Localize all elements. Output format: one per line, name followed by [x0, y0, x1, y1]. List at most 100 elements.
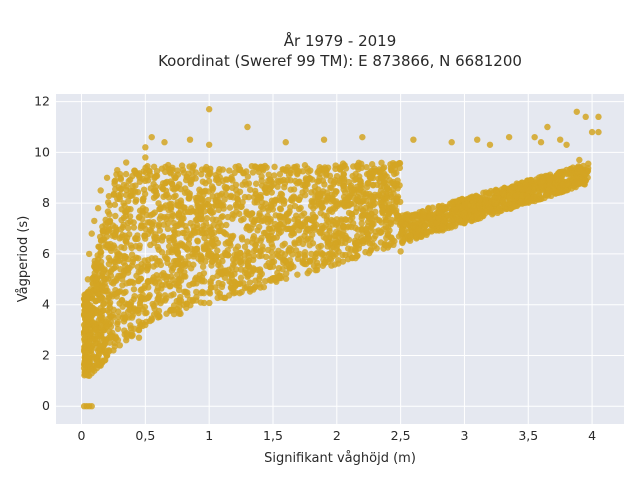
scatter-point: [82, 326, 89, 334]
scatter-point: [260, 217, 267, 224]
scatter-point: [446, 223, 454, 230]
scatter-point: [123, 159, 130, 166]
scatter-point: [117, 174, 124, 182]
scatter-point: [359, 238, 366, 245]
scatter-point: [219, 257, 226, 265]
scatter-point: [369, 181, 377, 189]
scatter-point: [470, 197, 477, 205]
scatter-point: [263, 189, 270, 197]
scatter-point: [122, 253, 129, 260]
scatter-point: [118, 206, 125, 213]
scatter-point: [89, 335, 96, 342]
scatter-point: [232, 201, 240, 209]
scatter-point: [99, 270, 106, 277]
scatter-point: [103, 174, 111, 181]
scatter-point: [248, 162, 256, 170]
scatter-point: [375, 191, 382, 198]
scatter-point: [221, 274, 229, 281]
scatter-point: [164, 225, 172, 233]
scatter-point: [122, 288, 129, 296]
scatter-point: [358, 215, 365, 222]
scatter-point: [269, 263, 277, 270]
scatter-point: [451, 209, 458, 216]
scatter-point: [91, 269, 98, 277]
scatter-point: [135, 214, 143, 221]
scatter-point: [576, 156, 583, 164]
scatter-point: [158, 237, 166, 244]
scatter-point: [151, 233, 158, 240]
scatter-point: [333, 220, 341, 227]
scatter-point: [148, 316, 155, 324]
scatter-point: [269, 206, 277, 213]
scatter-point: [320, 136, 328, 143]
scatter-point: [368, 161, 376, 168]
scatter-point: [262, 253, 270, 261]
scatter-point: [173, 201, 181, 209]
scatter-point: [190, 280, 197, 287]
scatter-point: [254, 216, 262, 224]
scatter-point: [213, 253, 220, 260]
scatter-point: [154, 284, 162, 292]
scatter-point: [173, 271, 181, 278]
scatter-point: [267, 218, 274, 225]
scatter-point: [136, 244, 143, 252]
scatter-point: [133, 196, 140, 204]
scatter-point: [246, 279, 254, 286]
scatter-point: [190, 162, 197, 169]
scatter-point: [358, 220, 365, 227]
scatter-point: [250, 265, 257, 272]
scatter-point: [165, 234, 173, 242]
scatter-point: [290, 224, 297, 232]
scatter-point: [223, 221, 230, 229]
scatter-point: [125, 177, 132, 185]
scatter-point: [306, 267, 313, 275]
scatter-point: [317, 242, 325, 250]
scatter-point: [117, 265, 124, 273]
scatter-point: [171, 186, 178, 193]
scatter-point: [351, 176, 358, 184]
scatter-point: [315, 193, 323, 200]
scatter-point: [166, 283, 173, 290]
scatter-point: [418, 233, 425, 240]
scatter-point: [252, 180, 260, 187]
scatter-point: [194, 237, 201, 244]
scatter-point: [162, 163, 169, 171]
scatter-point: [477, 194, 484, 202]
scatter-point: [259, 165, 267, 172]
scatter-point: [383, 195, 391, 202]
scatter-point: [94, 205, 102, 212]
scatter-point: [499, 190, 507, 197]
scatter-point: [143, 211, 151, 219]
scatter-point: [426, 213, 433, 220]
scatter-point: [366, 201, 373, 208]
scatter-point: [111, 201, 119, 208]
scatter-point: [98, 314, 105, 321]
scatter-point: [277, 205, 285, 213]
scatter-point: [97, 249, 104, 256]
y-axis-title: Vågperiod (s): [16, 216, 31, 303]
scatter-point: [97, 362, 104, 369]
scatter-point: [309, 215, 316, 223]
scatter-point: [102, 318, 110, 325]
scatter-point: [144, 173, 151, 181]
y-tick-label: 10: [34, 144, 50, 159]
scatter-point: [331, 261, 338, 268]
scatter-point: [144, 261, 152, 268]
scatter-point: [167, 166, 174, 174]
scatter-point: [363, 225, 370, 233]
scatter-point: [318, 202, 325, 210]
scatter-point: [193, 293, 200, 301]
scatter-point: [209, 186, 216, 194]
scatter-point: [383, 183, 391, 191]
scatter-point: [103, 323, 111, 330]
scatter-point: [83, 290, 90, 298]
scatter-point: [106, 304, 114, 311]
scatter-point: [263, 262, 270, 269]
scatter-point: [162, 179, 169, 187]
scatter-point: [342, 251, 349, 259]
scatter-point: [138, 286, 145, 293]
scatter-point: [177, 218, 185, 226]
scatter-point: [125, 197, 132, 205]
scatter-point: [393, 161, 401, 168]
scatter-point: [134, 232, 141, 239]
